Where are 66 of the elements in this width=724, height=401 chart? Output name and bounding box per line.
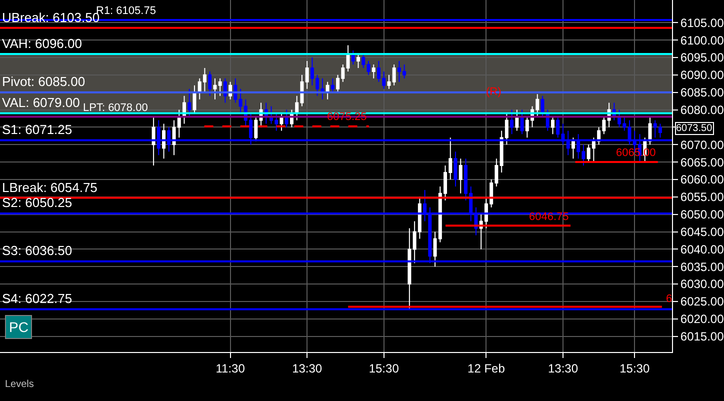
candlestick: [648, 116, 652, 146]
text: 6073.50: [676, 123, 713, 134]
candlestick: [392, 64, 396, 86]
candlestick: [551, 116, 554, 135]
y-tick-label: 6060.00: [680, 172, 724, 187]
candlestick: [188, 88, 192, 118]
ref-line-label: LPT: 6078.00: [83, 102, 148, 114]
y-tick-label: 6035.00: [680, 260, 724, 274]
y-tick-label: 6090.00: [680, 68, 724, 82]
text: 6: [666, 293, 672, 305]
candlestick: [571, 137, 575, 160]
y-tick-label: 6040.00: [680, 242, 724, 256]
y-tick-label: 6105.00: [680, 16, 724, 30]
y-tick-label: 6045.00: [680, 224, 724, 239]
candlestick: [208, 70, 212, 96]
candlestick: [305, 60, 309, 90]
ref-line-label: S4: 6022.75: [2, 291, 72, 306]
y-tick-label: 6070.00: [680, 138, 724, 152]
ref-line-label: S3: 6036.50: [2, 243, 72, 258]
candlestick: [458, 158, 462, 194]
y-tick-label: 6015.00: [680, 330, 724, 344]
ref-line-label: VAL: 6079.00: [2, 95, 80, 110]
candlestick: [192, 84, 196, 114]
ref-line-label: 6046.75: [529, 211, 569, 223]
x-tick-label: 15:30: [620, 361, 650, 376]
candlestick: [162, 123, 166, 160]
candlestick: [408, 228, 412, 309]
y-tick-label: 6085.00: [680, 86, 724, 100]
candlestick: [152, 116, 156, 166]
candlestick: [540, 95, 544, 118]
ref-line-label: VAH: 6096.00: [2, 36, 82, 51]
ref-line-label: S1: 6071.25: [2, 122, 72, 137]
candlestick: [372, 64, 376, 79]
candlestick: [387, 74, 391, 90]
x-tick-label: 12 Feb: [468, 361, 506, 376]
candlestick: [213, 78, 217, 100]
y-tick-label: 6080.00: [680, 102, 724, 117]
candlestick: [366, 60, 370, 76]
candlestick: [454, 151, 458, 187]
ref-line-label: 6075.25: [327, 111, 367, 123]
candlestick: [330, 78, 334, 93]
y-tick-label: 6030.00: [680, 277, 724, 292]
candlestick: [218, 78, 222, 96]
y-tick-label: 6055.00: [680, 190, 724, 204]
y-tick-label: 6065.00: [680, 155, 724, 170]
x-tick-label: 11:30: [216, 361, 246, 376]
text: Levels: [5, 379, 34, 390]
x-tick-label: 13:30: [292, 361, 322, 376]
ref-line-label: S2: 6050.25: [2, 195, 72, 210]
x-tick-label: 13:30: [548, 361, 578, 376]
y-tick-label: 6100.00: [680, 33, 724, 48]
ref-line-label: LBreak: 6054.75: [2, 180, 98, 195]
y-tick-label: 6025.00: [680, 294, 724, 309]
candlestick: [346, 44, 350, 72]
candlestick: [510, 109, 514, 135]
y-tick-label: 6050.00: [680, 208, 724, 222]
candlestick: [362, 54, 366, 68]
ref-line-label: Pivot: 6085.00: [2, 74, 86, 89]
y-tick-label: 6095.00: [680, 50, 724, 65]
y-tick-label: 6020.00: [680, 312, 724, 326]
candlestick: [254, 116, 258, 142]
x-tick-label: 15:30: [368, 361, 400, 376]
candlestick: [356, 54, 360, 68]
candlestick: [520, 109, 524, 135]
candlestick: [326, 81, 330, 100]
text: PC: [9, 319, 28, 335]
